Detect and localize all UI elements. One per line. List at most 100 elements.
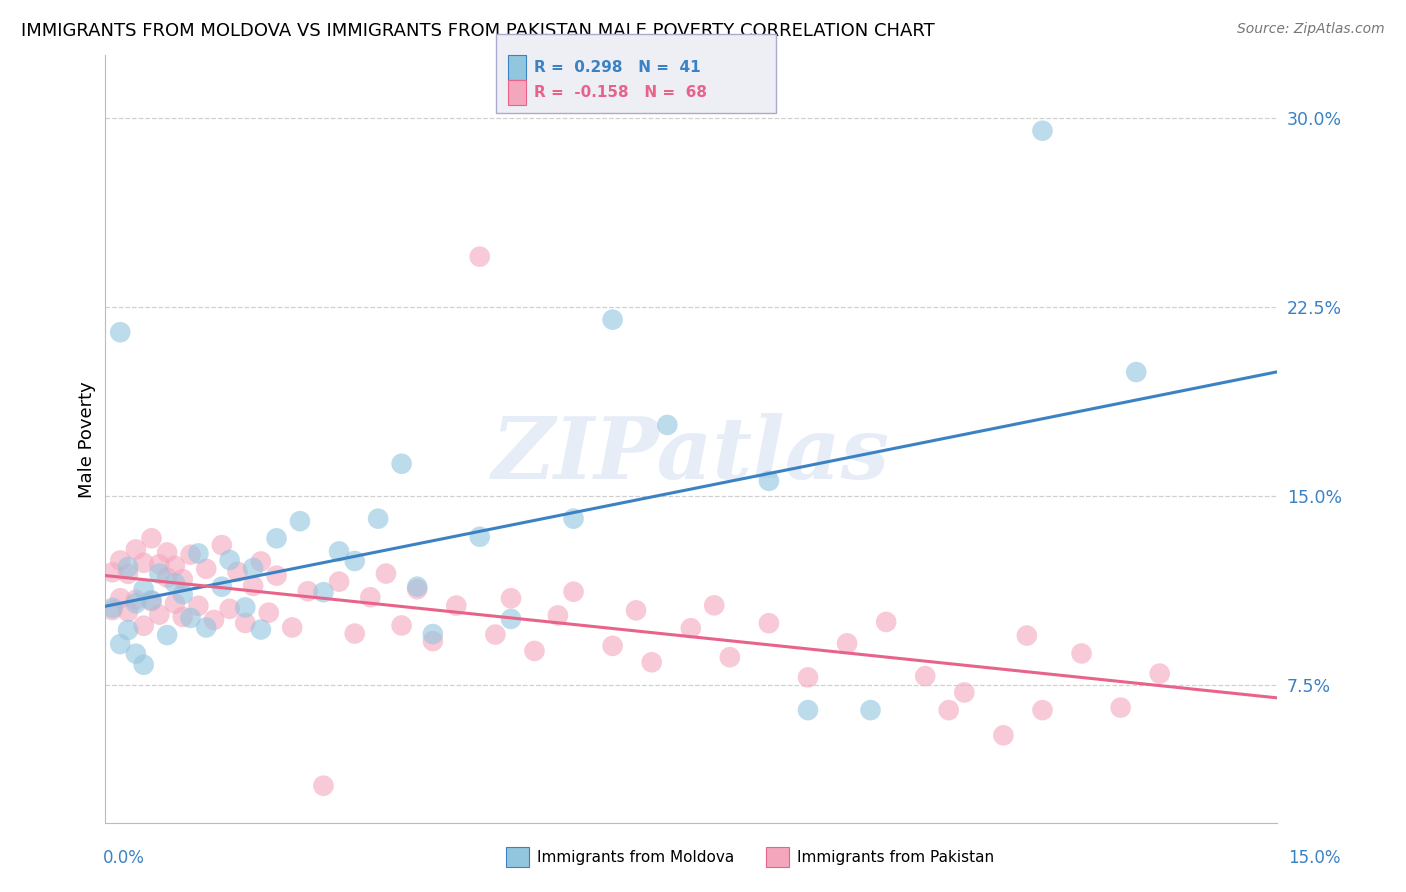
- Point: [211, 538, 233, 552]
- Point: [641, 655, 664, 669]
- Point: [117, 566, 139, 581]
- Point: [172, 610, 194, 624]
- Point: [110, 325, 132, 339]
- Point: [141, 594, 163, 608]
- Point: [180, 548, 202, 562]
- Point: [132, 657, 155, 672]
- Point: [797, 670, 820, 684]
- Point: [1125, 365, 1147, 379]
- Point: [328, 544, 350, 558]
- Point: [218, 602, 240, 616]
- Point: [367, 511, 389, 525]
- Point: [938, 703, 960, 717]
- Point: [101, 603, 124, 617]
- Point: [547, 608, 569, 623]
- Point: [953, 685, 976, 699]
- Point: [328, 574, 350, 589]
- Point: [117, 605, 139, 619]
- Point: [110, 591, 132, 606]
- Text: IMMIGRANTS FROM MOLDOVA VS IMMIGRANTS FROM PAKISTAN MALE POVERTY CORRELATION CHA: IMMIGRANTS FROM MOLDOVA VS IMMIGRANTS FR…: [21, 22, 935, 40]
- Point: [163, 576, 186, 591]
- Point: [125, 596, 148, 610]
- Point: [359, 591, 381, 605]
- Point: [1149, 666, 1171, 681]
- Point: [172, 572, 194, 586]
- Point: [468, 250, 491, 264]
- Point: [1070, 647, 1092, 661]
- Point: [125, 542, 148, 557]
- Point: [312, 585, 335, 599]
- Point: [343, 554, 366, 568]
- Point: [758, 474, 780, 488]
- Point: [101, 600, 124, 615]
- Point: [226, 565, 249, 579]
- Point: [562, 584, 585, 599]
- Point: [132, 556, 155, 570]
- Point: [117, 623, 139, 637]
- Point: [163, 558, 186, 573]
- Point: [281, 620, 304, 634]
- Point: [266, 531, 288, 545]
- Point: [1015, 629, 1038, 643]
- Point: [156, 571, 179, 585]
- Point: [499, 612, 522, 626]
- Point: [211, 580, 233, 594]
- Point: [195, 620, 218, 634]
- Point: [391, 618, 413, 632]
- Text: R =  0.298   N =  41: R = 0.298 N = 41: [534, 60, 702, 75]
- Point: [679, 621, 702, 635]
- Point: [758, 616, 780, 631]
- Point: [233, 615, 256, 630]
- Point: [250, 623, 273, 637]
- Point: [163, 597, 186, 611]
- Point: [257, 606, 280, 620]
- Point: [187, 546, 209, 560]
- Point: [718, 650, 741, 665]
- Point: [993, 728, 1015, 742]
- Point: [148, 566, 170, 581]
- Point: [602, 639, 624, 653]
- Text: ZIPatlas: ZIPatlas: [492, 413, 890, 497]
- Point: [875, 615, 897, 629]
- Point: [187, 599, 209, 613]
- Point: [422, 634, 444, 648]
- Point: [523, 644, 546, 658]
- Point: [110, 553, 132, 567]
- Point: [233, 600, 256, 615]
- Point: [343, 626, 366, 640]
- Text: Source: ZipAtlas.com: Source: ZipAtlas.com: [1237, 22, 1385, 37]
- Point: [242, 579, 264, 593]
- Point: [172, 587, 194, 601]
- Y-axis label: Male Poverty: Male Poverty: [79, 381, 96, 498]
- Point: [180, 611, 202, 625]
- Point: [297, 584, 319, 599]
- Point: [657, 417, 679, 432]
- Point: [110, 637, 132, 651]
- Point: [484, 627, 506, 641]
- Point: [266, 568, 288, 582]
- Point: [218, 553, 240, 567]
- Point: [117, 560, 139, 574]
- Point: [312, 779, 335, 793]
- Point: [148, 558, 170, 572]
- Point: [422, 627, 444, 641]
- Point: [797, 703, 820, 717]
- Point: [132, 582, 155, 597]
- Point: [156, 545, 179, 559]
- Point: [101, 566, 124, 580]
- Point: [391, 457, 413, 471]
- Point: [835, 636, 858, 650]
- Point: [375, 566, 398, 581]
- Point: [141, 593, 163, 607]
- Point: [195, 562, 218, 576]
- Text: Immigrants from Moldova: Immigrants from Moldova: [537, 850, 734, 864]
- Point: [562, 511, 585, 525]
- Point: [602, 312, 624, 326]
- Point: [242, 561, 264, 575]
- Text: R =  -0.158   N =  68: R = -0.158 N = 68: [534, 85, 707, 100]
- Text: Immigrants from Pakistan: Immigrants from Pakistan: [797, 850, 994, 864]
- Point: [703, 599, 725, 613]
- Point: [148, 607, 170, 622]
- Point: [132, 618, 155, 632]
- Point: [468, 530, 491, 544]
